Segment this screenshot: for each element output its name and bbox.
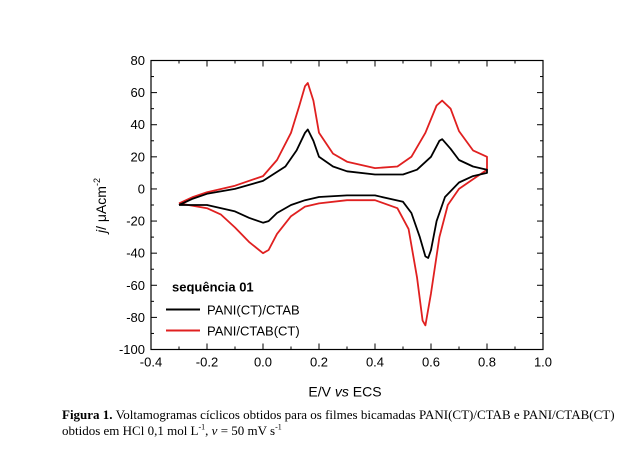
legend: sequência 01 PANI(CT)/CTAB PANI/CTAB(CT) [166, 280, 300, 339]
figure-caption: Figura 1. Voltamogramas cíclicos obtidos… [62, 407, 632, 439]
caption-text-b: , [205, 423, 212, 438]
caption-sup-b: -1 [275, 422, 282, 432]
y-tick-label: -20 [126, 214, 145, 229]
y-tick-label: -40 [126, 246, 145, 261]
x-tick-label: -0.4 [140, 355, 162, 370]
y-tick-label: -100 [119, 342, 145, 357]
y-tick-label: 40 [131, 117, 145, 132]
caption-label: Figura 1. [62, 407, 113, 422]
x-tick-label: 0.4 [366, 355, 384, 370]
x-axis-title: E/V vs ECS [308, 384, 381, 400]
x-tick-label: 0.6 [422, 355, 440, 370]
x-tick-label: 0.8 [478, 355, 496, 370]
caption-text-c: = 50 mV s [217, 423, 276, 438]
y-tick-label: -60 [126, 278, 145, 293]
caption-sup-a: -1 [198, 422, 206, 432]
series-layer [178, 82, 488, 327]
y-tick-label: 60 [131, 85, 145, 100]
y-axis-title: j/ μAcm-2 [92, 178, 109, 235]
x-tick-label: -0.2 [196, 355, 218, 370]
legend-label-pani-ctab-ct: PANI/CTAB(CT) [207, 324, 300, 339]
ticks: -0.4 -0.2 0.0 0.2 0.4 0.6 0.8 1.0 80 60 40 20 0 -20 -4… [119, 53, 552, 370]
y-tick-label: 0 [138, 181, 145, 196]
series-line-pani-ctab-ct [178, 82, 488, 327]
legend-title: sequência 01 [172, 280, 254, 295]
x-tick-label: 0.2 [310, 355, 328, 370]
caption-text-a: Voltamogramas cíclicos obtidos para os f… [62, 407, 615, 438]
y-tick-label: -80 [126, 310, 145, 325]
series-line-pani-ct-ctab [178, 128, 488, 259]
caption-italic-v: v [211, 423, 218, 438]
y-tick-label: 20 [131, 149, 145, 164]
x-tick-label: 1.0 [534, 355, 552, 370]
x-tick-label: 0.0 [254, 355, 272, 370]
y-tick-label: 80 [131, 53, 145, 68]
legend-label-pani-ct-ctab: PANI(CT)/CTAB [207, 303, 300, 318]
